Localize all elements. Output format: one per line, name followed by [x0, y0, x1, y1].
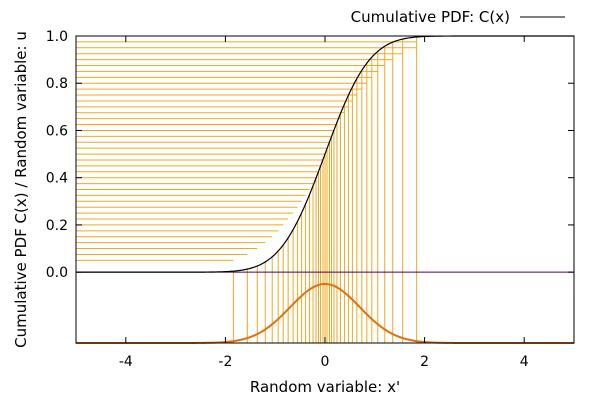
y-tick-label: 0.4	[46, 171, 68, 187]
y-axis-title: Cumulative PDF C(x) / Random variable: u	[12, 31, 30, 348]
x-tick-label: -2	[218, 354, 232, 370]
legend: Cumulative PDF: C(x)	[351, 8, 565, 26]
x-tick-label: 0	[321, 354, 330, 370]
x-tick-label: -4	[119, 354, 133, 370]
y-tick-label: 1.0	[46, 29, 68, 45]
x-tick-label: 2	[420, 354, 429, 370]
y-tick-label: 0.6	[46, 123, 68, 139]
sample-lines	[76, 37, 418, 343]
y-tick-label: 0.2	[46, 218, 68, 234]
y-axis-ticks: 0.0 0.2 0.4 0.6 0.8 1.0	[46, 29, 574, 281]
x-tick-label: 4	[520, 354, 529, 370]
y-tick-label: 0.0	[46, 265, 68, 281]
y-tick-label: 0.8	[46, 76, 68, 92]
legend-label: Cumulative PDF: C(x)	[351, 8, 510, 26]
x-axis-ticks: -4 -2 0 2 4	[119, 36, 529, 370]
x-axis-title: Random variable: x'	[250, 378, 400, 396]
